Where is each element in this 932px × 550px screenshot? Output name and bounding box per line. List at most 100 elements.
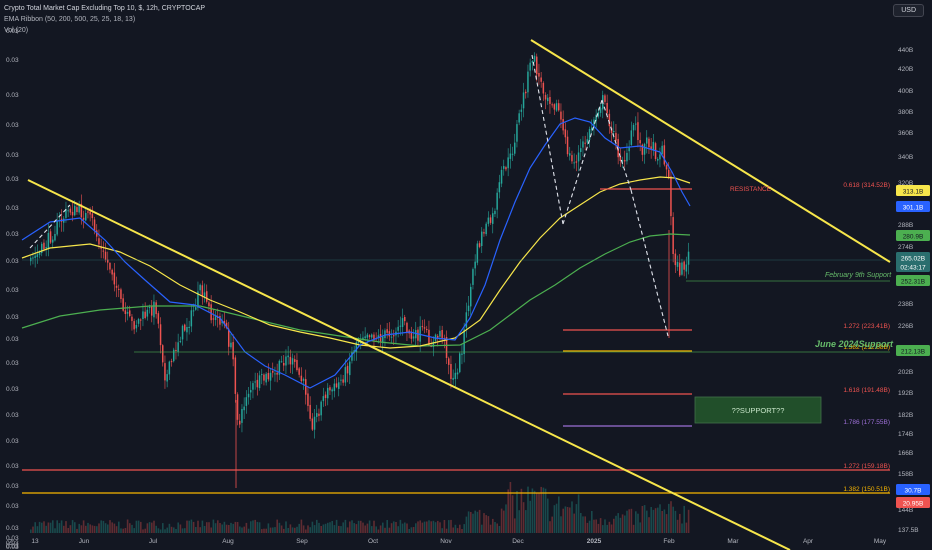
candle-body — [459, 353, 461, 373]
volume-bar — [137, 520, 140, 533]
volume-bar — [419, 520, 421, 533]
volume-bar — [401, 523, 404, 533]
volume-bar — [674, 510, 677, 533]
candle-body — [250, 390, 252, 393]
candle-body — [98, 238, 100, 245]
candle-body — [663, 145, 666, 165]
candle-body — [74, 205, 76, 216]
candle-body — [344, 367, 347, 383]
ema-200-line — [21, 176, 691, 349]
candle-body — [184, 324, 186, 331]
candle-body — [426, 329, 428, 330]
volume-bar — [459, 524, 461, 533]
left-axis-tick-label: 0.03 — [6, 525, 19, 532]
volume-bar — [492, 518, 494, 533]
candle-body — [617, 139, 619, 158]
volume-bar — [408, 529, 410, 533]
volume-bar — [371, 526, 373, 533]
left-axis-tick-label: 0.03 — [6, 535, 19, 542]
volume-bar — [366, 523, 369, 533]
indicator-volume-legend[interactable]: Vol (20) — [4, 27, 29, 34]
volume-bar — [80, 525, 83, 533]
volume-bar — [549, 521, 551, 533]
right-axis-tick-label: 174B — [898, 431, 913, 438]
candle-body — [430, 346, 432, 347]
candle-body — [157, 313, 160, 324]
volume-bar — [531, 488, 534, 533]
candle-body — [115, 285, 118, 288]
volume-bar — [426, 521, 428, 533]
volume-bar — [542, 487, 545, 533]
left-axis-tick-label: 0.03 — [6, 258, 19, 265]
candle-body — [313, 416, 316, 430]
volume-bar — [69, 525, 72, 533]
candle-body — [401, 318, 404, 327]
candle-body — [109, 263, 111, 270]
x-axis-tick-label: 13 — [31, 538, 39, 545]
volume-bar — [538, 492, 540, 533]
candle-body — [597, 112, 600, 117]
candle-body — [520, 109, 523, 112]
price-tags: 313.1B 301.1B 280.9B 265.02B 02:43:17 252.31B… — [896, 185, 930, 508]
candle-body — [547, 97, 549, 102]
candle-body — [500, 169, 503, 184]
indicator-ema-ribbon-legend[interactable]: EMA Ribbon (50, 200, 500, 25, 25, 18, 13… — [4, 16, 136, 23]
pattern-dashed-line — [601, 99, 632, 191]
candle-body — [450, 364, 452, 379]
right-axis-tick-label: 144B — [898, 507, 913, 514]
candle-body — [302, 378, 305, 381]
candle-body — [201, 285, 204, 297]
volume-bar — [188, 520, 190, 533]
volume-bar — [439, 522, 441, 533]
x-axis-tick-label: Jun — [79, 538, 90, 545]
candle-body — [252, 383, 254, 390]
left-axis-tick-label: 0.03 — [6, 540, 19, 547]
volume-bar — [144, 528, 146, 533]
candle-body — [582, 141, 584, 148]
candle-body — [296, 360, 298, 370]
candle-body — [641, 144, 644, 155]
volume-bar — [626, 510, 628, 533]
volume-bar — [619, 517, 622, 533]
volume-bar — [685, 522, 688, 533]
volume-bar — [670, 501, 672, 533]
volume-bar — [140, 521, 142, 533]
candle-body — [47, 233, 50, 249]
candle-body — [285, 356, 287, 366]
volume-bar — [166, 527, 168, 533]
price-tag-label: 265.02B — [901, 256, 925, 263]
volume-bar — [540, 486, 542, 533]
candle-body — [225, 322, 228, 328]
volume-bar — [500, 508, 503, 533]
x-axis-tick-label: Nov — [440, 538, 452, 545]
candle-body — [239, 420, 241, 425]
volume-bar — [349, 521, 351, 533]
volume-bar — [450, 519, 452, 533]
candle-body — [637, 122, 639, 140]
volume-bar — [263, 528, 265, 533]
candle-body — [366, 334, 369, 338]
volume-bar — [373, 520, 375, 533]
volume-bar — [463, 524, 465, 533]
volume-bar — [659, 504, 661, 533]
currency-button[interactable]: USD — [893, 4, 924, 17]
candle-body — [540, 77, 542, 82]
left-axis-tick-label: 0.03 — [6, 360, 19, 367]
candle-body — [492, 213, 494, 224]
volume-bar — [597, 523, 600, 533]
candle-body — [417, 329, 419, 341]
volume-bar — [338, 525, 340, 533]
candle-body — [52, 239, 54, 243]
volume-bar — [375, 526, 377, 533]
volume-bar — [210, 527, 212, 533]
right-axis-tick-label: 420B — [898, 66, 913, 73]
volume-bar — [679, 513, 681, 533]
candle-body — [278, 360, 281, 375]
right-axis-tick-label: 274B — [898, 244, 913, 251]
candle-body — [126, 312, 129, 314]
volume-bar — [142, 529, 144, 533]
volume-bar — [45, 525, 47, 533]
candle-body — [659, 154, 661, 160]
candle-body — [135, 325, 138, 329]
